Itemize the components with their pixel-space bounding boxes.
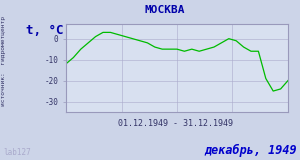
Text: lab127: lab127 bbox=[3, 148, 31, 157]
Text: источник:  гидрометцентр: источник: гидрометцентр bbox=[2, 16, 7, 106]
Text: 01.12.1949 - 31.12.1949: 01.12.1949 - 31.12.1949 bbox=[118, 119, 233, 128]
Text: t, °C: t, °C bbox=[26, 24, 63, 37]
Text: МОСКВА: МОСКВА bbox=[145, 5, 185, 15]
Text: декабрь, 1949: декабрь, 1949 bbox=[204, 144, 297, 157]
